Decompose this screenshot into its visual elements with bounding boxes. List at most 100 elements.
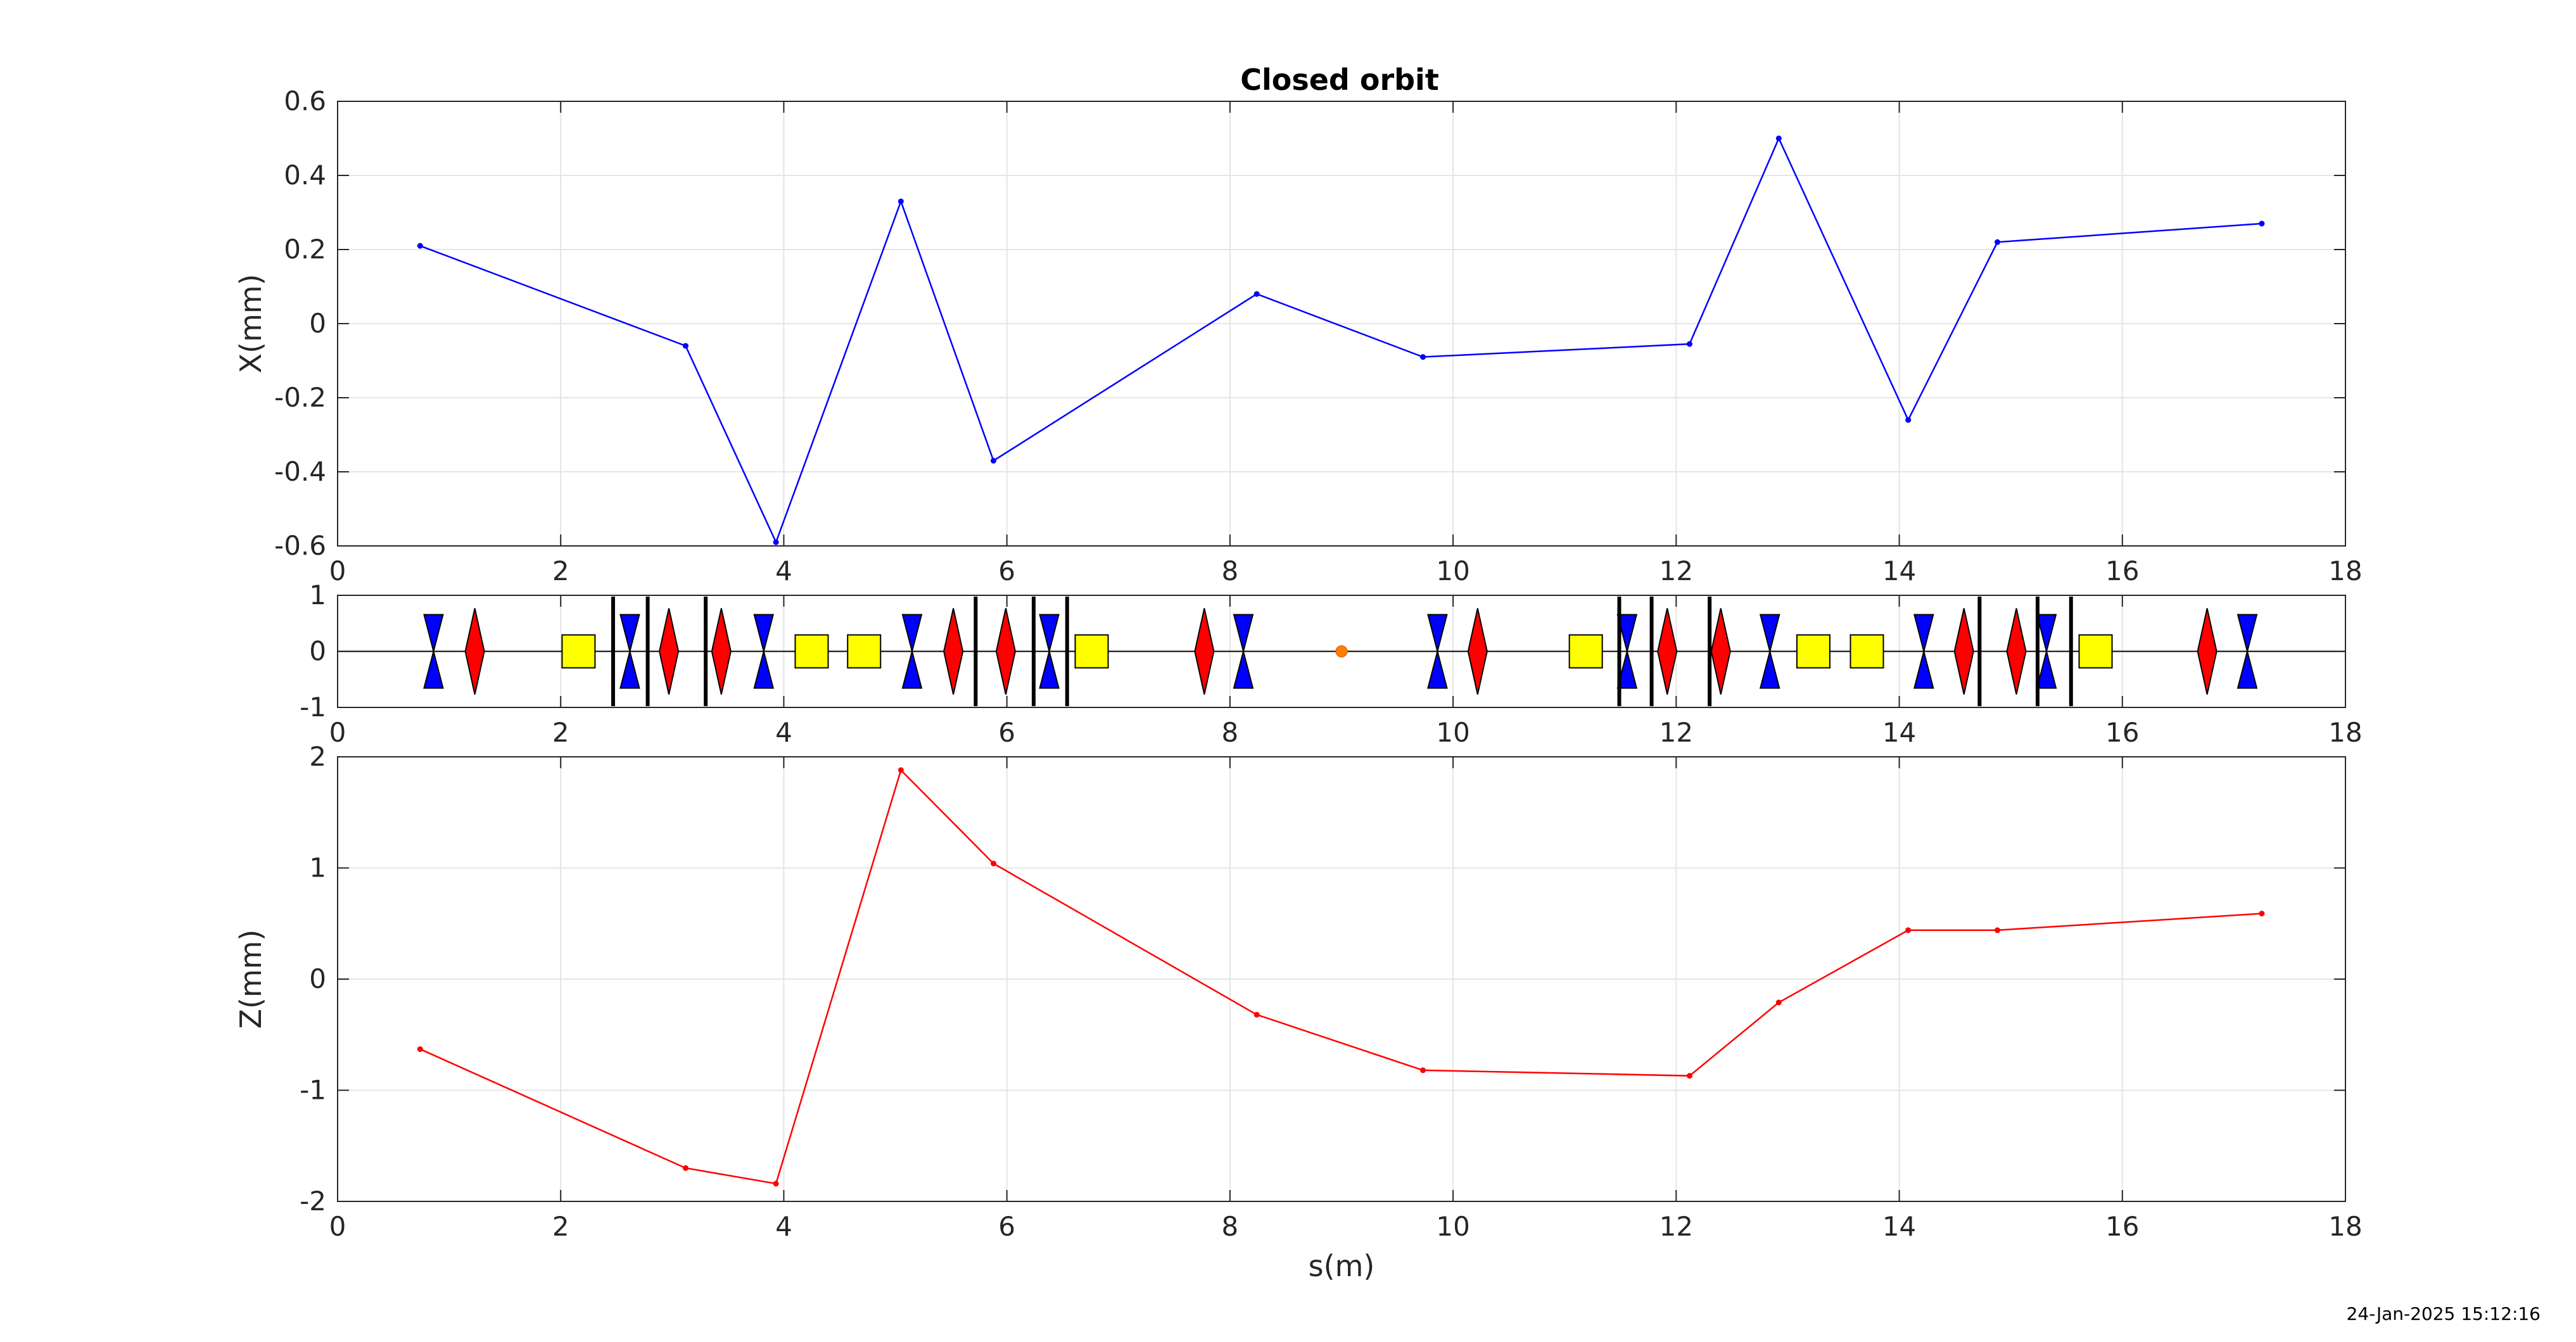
defocusing-quadrupole bbox=[619, 614, 640, 689]
x-tick-label: 4 bbox=[775, 1211, 792, 1242]
x-tick-label: 6 bbox=[998, 717, 1015, 748]
x-tick-label: 4 bbox=[775, 555, 792, 586]
dipole-magnet bbox=[794, 634, 829, 669]
axes-lattice: 0 2 4 6 8 10 12 14 16 18-101 bbox=[300, 579, 2363, 748]
defocusing-quadrupole bbox=[1759, 614, 1780, 689]
focusing-quadrupole bbox=[1467, 608, 1488, 695]
y-tick-label: 1 bbox=[309, 852, 326, 883]
y-tick-label: 0 bbox=[309, 636, 326, 667]
orbit-data-point bbox=[773, 539, 779, 545]
timestamp: 24-Jan-2025 15:12:16 bbox=[2346, 1303, 2541, 1324]
orbit-data-point bbox=[1905, 927, 1912, 934]
x-tick-label: 14 bbox=[1882, 717, 1916, 748]
dipole-magnet bbox=[1796, 634, 1830, 669]
orbit-data-point bbox=[2259, 220, 2265, 227]
dipole-magnet bbox=[847, 634, 882, 669]
x-tick-label: 8 bbox=[1222, 555, 1239, 586]
defocusing-quadrupole bbox=[901, 614, 923, 689]
focusing-quadrupole bbox=[995, 608, 1016, 695]
x-tick-label: 6 bbox=[998, 555, 1015, 586]
x-tick-label: 2 bbox=[552, 1211, 569, 1242]
x-tick-label: 16 bbox=[2105, 717, 2139, 748]
focusing-quadrupole bbox=[1194, 608, 1215, 695]
y-tick-label: -0.6 bbox=[274, 530, 326, 561]
defocusing-quadrupole bbox=[1039, 614, 1060, 689]
x-tick-label: 16 bbox=[2105, 555, 2139, 586]
x-tick-label: 8 bbox=[1222, 717, 1239, 748]
focusing-quadrupole bbox=[711, 608, 732, 695]
defocusing-quadrupole bbox=[1616, 614, 1638, 689]
orbit-data-point bbox=[1420, 1067, 1426, 1073]
y-tick-label: 1 bbox=[309, 579, 326, 611]
orbit-data-point bbox=[1995, 927, 2001, 934]
y-axis-label: Z(mm) bbox=[234, 929, 268, 1029]
focusing-quadrupole bbox=[2197, 608, 2218, 695]
y-tick-label: -1 bbox=[300, 1075, 326, 1106]
x-tick-label: 0 bbox=[329, 717, 346, 748]
orbit-data-point bbox=[1686, 1073, 1692, 1079]
y-tick-label: -0.2 bbox=[274, 382, 326, 413]
x-tick-label: 10 bbox=[1436, 717, 1469, 748]
marker-point bbox=[1335, 645, 1348, 657]
orbit-data-point bbox=[1420, 354, 1426, 360]
axes-frame bbox=[337, 756, 2346, 1202]
y-tick-label: 0.6 bbox=[284, 85, 326, 117]
x-tick-label: 6 bbox=[998, 1211, 1015, 1242]
x-tick-label: 10 bbox=[1436, 1211, 1469, 1242]
x-tick-label: 18 bbox=[2328, 1211, 2362, 1242]
focusing-quadrupole bbox=[1953, 608, 1974, 695]
x-tick-label: 4 bbox=[775, 717, 792, 748]
defocusing-quadrupole bbox=[2237, 614, 2258, 689]
defocusing-quadrupole bbox=[423, 614, 444, 689]
orbit-data-point bbox=[898, 198, 904, 205]
defocusing-quadrupole bbox=[753, 614, 775, 689]
dipole-magnet bbox=[1850, 634, 1884, 669]
x-tick-label: 14 bbox=[1882, 1211, 1916, 1242]
x-tick-label: 10 bbox=[1436, 555, 1469, 586]
x-tick-label: 16 bbox=[2105, 1211, 2139, 1242]
y-tick-label: -2 bbox=[300, 1186, 326, 1217]
axes-root: 0 2 4 6 8 10 12 14 16 18-0.6-0.4-0.200.20.40.6X(m… bbox=[234, 85, 2363, 1283]
orbit-data-point bbox=[682, 1165, 688, 1171]
orbit-data-point bbox=[1775, 999, 1782, 1006]
dipole-magnet bbox=[1074, 634, 1109, 669]
y-axis-label: X(mm) bbox=[234, 274, 268, 373]
orbit-data-point bbox=[1775, 136, 1782, 141]
axes-frame bbox=[337, 101, 2346, 547]
dipole-magnet bbox=[1568, 634, 1603, 669]
x-tick-label: 8 bbox=[1222, 1211, 1239, 1242]
orbit-data-point bbox=[1905, 417, 1912, 423]
orbit-data-point bbox=[417, 1046, 423, 1053]
x-tick-label: 12 bbox=[1659, 555, 1693, 586]
orbit-data-point bbox=[1686, 341, 1692, 347]
y-tick-label: -1 bbox=[300, 692, 326, 723]
y-tick-label: -0.4 bbox=[274, 456, 326, 487]
orbit-data-point bbox=[1253, 291, 1260, 297]
x-tick-label: 12 bbox=[1659, 717, 1693, 748]
x-axis-label: s(m) bbox=[1309, 1249, 1375, 1283]
defocusing-quadrupole bbox=[1913, 614, 1934, 689]
x-tick-label: 0 bbox=[329, 1211, 346, 1242]
dipole-magnet bbox=[561, 634, 596, 669]
y-tick-label: 2 bbox=[309, 741, 326, 772]
defocusing-quadrupole bbox=[2036, 614, 2057, 689]
orbit-data-point bbox=[2259, 910, 2265, 916]
y-tick-label: 0 bbox=[309, 308, 326, 339]
x-tick-label: 2 bbox=[552, 555, 569, 586]
figure-title: Closed orbit bbox=[1240, 63, 1439, 97]
orbit-data-point bbox=[1253, 1011, 1260, 1018]
orbit-data-point bbox=[682, 343, 688, 349]
focusing-quadrupole bbox=[2006, 608, 2027, 695]
x-tick-label: 14 bbox=[1882, 555, 1916, 586]
defocusing-quadrupole bbox=[1233, 614, 1254, 689]
focusing-quadrupole bbox=[1710, 608, 1731, 695]
x-tick-label: 2 bbox=[552, 717, 569, 748]
orbit-data-point bbox=[898, 767, 904, 773]
orbit-data-point bbox=[417, 243, 423, 249]
orbit-line-vertical-orbit bbox=[419, 768, 2262, 1185]
orbit-data-point bbox=[991, 860, 997, 866]
x-tick-label: 18 bbox=[2328, 555, 2362, 586]
y-tick-label: 0.2 bbox=[284, 234, 326, 265]
x-tick-label: 12 bbox=[1659, 1211, 1693, 1242]
